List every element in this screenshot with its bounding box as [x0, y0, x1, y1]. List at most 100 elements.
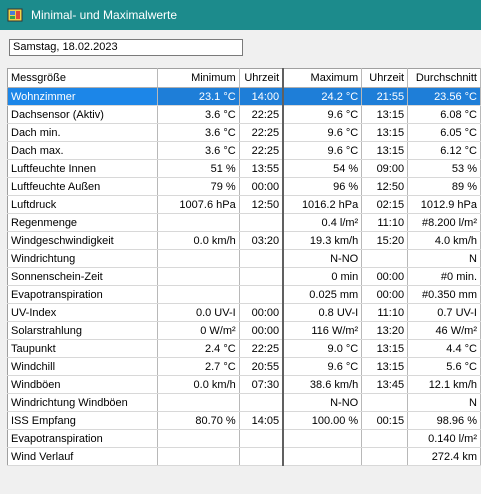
column-header-minimum[interactable]: Minimum: [157, 68, 240, 88]
date-field[interactable]: Samstag, 18.02.2023: [9, 39, 243, 56]
cell-durchschnitt: #0 min.: [407, 267, 481, 286]
table-row[interactable]: Solarstrahlung 0 W/m² 00:00 116 W/m² 13:20 46…: [7, 321, 481, 340]
cell-minimum: 0.0 UV-I: [157, 303, 240, 322]
column-header-uhrzeit-max[interactable]: Uhrzeit: [361, 68, 409, 88]
column-header-uhrzeit-min[interactable]: Uhrzeit: [239, 68, 284, 88]
cell-minimum: 0.0 km/h: [157, 375, 240, 394]
cell-messgroesse: ISS Empfang: [7, 411, 159, 430]
cell-maximum: [282, 429, 363, 448]
cell-maximum: 0.4 l/m²: [282, 213, 363, 232]
table-row[interactable]: Regenmenge 0.4 l/m² 11:10 #8.200 l/m²: [7, 213, 481, 232]
table-row[interactable]: Luftdruck 1007.6 hPa 12:50 1016.2 hPa 02:15 1…: [7, 195, 481, 214]
cell-durchschnitt: N: [407, 393, 481, 412]
table-row[interactable]: Sonnenschein-Zeit 0 min 00:00 #0 min.: [7, 267, 481, 286]
table-row[interactable]: Windrichtung N-NO N: [7, 249, 481, 268]
table-header-row: Messgröße Minimum Uhrzeit Maximum Uhrzei…: [7, 68, 481, 88]
table-row[interactable]: Dach max. 3.6 °C 22:25 9.6 °C 13:15 6.12 °C: [7, 141, 481, 160]
cell-durchschnitt: #0.350 mm: [407, 285, 481, 304]
minmax-table: Messgröße Minimum Uhrzeit Maximum Uhrzei…: [7, 68, 481, 466]
cell-uhrzeit-min: 22:25: [239, 339, 284, 358]
cell-maximum: 19.3 km/h: [282, 231, 363, 250]
cell-durchschnitt: 98.96 %: [407, 411, 481, 430]
table-row[interactable]: ISS Empfang 80.70 % 14:05 100.00 % 00:15 98.9…: [7, 411, 481, 430]
cell-maximum: 9.6 °C: [282, 123, 363, 142]
cell-uhrzeit-max: 02:15: [361, 195, 409, 214]
cell-minimum: 3.6 °C: [157, 105, 240, 124]
table-row[interactable]: UV-Index 0.0 UV-I 00:00 0.8 UV-I 11:10 0.7 UV…: [7, 303, 481, 322]
cell-uhrzeit-max: 09:00: [361, 159, 409, 178]
cell-maximum: 0 min: [282, 267, 363, 286]
column-header-durchschnitt[interactable]: Durchschnitt: [407, 68, 481, 88]
table-row[interactable]: Windchill 2.7 °C 20:55 9.6 °C 13:15 5.6 °C: [7, 357, 481, 376]
window-title: Minimal- und Maximalwerte: [31, 8, 178, 22]
cell-uhrzeit-min: [239, 429, 284, 448]
cell-durchschnitt: 23.56 °C: [407, 87, 481, 106]
cell-maximum: 1016.2 hPa: [282, 195, 363, 214]
cell-durchschnitt: 1012.9 hPa: [407, 195, 481, 214]
cell-durchschnitt: 0.7 UV-I: [407, 303, 481, 322]
cell-minimum: 1007.6 hPa: [157, 195, 240, 214]
cell-uhrzeit-min: 14:05: [239, 411, 284, 430]
cell-minimum: 51 %: [157, 159, 240, 178]
cell-uhrzeit-max: 11:10: [361, 303, 409, 322]
cell-uhrzeit-min: 22:25: [239, 141, 284, 160]
cell-uhrzeit-max: 15:20: [361, 231, 409, 250]
table-row[interactable]: Dachsensor (Aktiv) 3.6 °C 22:25 9.6 °C 13:15…: [7, 105, 481, 124]
cell-uhrzeit-min: 20:55: [239, 357, 284, 376]
table-row[interactable]: Wind Verlauf 272.4 km: [7, 447, 481, 466]
table-row[interactable]: Evapotranspiration 0.025 mm 00:00 #0.350 mm: [7, 285, 481, 304]
cell-uhrzeit-min: 00:00: [239, 177, 284, 196]
table-row[interactable]: Windrichtung Windböen N-NO N: [7, 393, 481, 412]
cell-messgroesse: Luftfeuchte Innen: [7, 159, 159, 178]
table-row[interactable]: Windböen 0.0 km/h 07:30 38.6 km/h 13:45 12.1 …: [7, 375, 481, 394]
cell-maximum: 96 %: [282, 177, 363, 196]
cell-uhrzeit-min: 03:20: [239, 231, 284, 250]
cell-durchschnitt: 46 W/m²: [407, 321, 481, 340]
cell-durchschnitt: 12.1 km/h: [407, 375, 481, 394]
weather-station-icon: [7, 8, 23, 22]
table-row[interactable]: Wohnzimmer 23.1 °C 14:00 24.2 °C 21:55 23.56 …: [7, 87, 481, 106]
table-row[interactable]: Windgeschwindigkeit 0.0 km/h 03:20 19.3 km/…: [7, 231, 481, 250]
column-header-messgroesse[interactable]: Messgröße: [7, 68, 159, 88]
cell-durchschnitt: 6.05 °C: [407, 123, 481, 142]
cell-messgroesse: Windgeschwindigkeit: [7, 231, 159, 250]
cell-messgroesse: Evapotranspiration: [7, 285, 159, 304]
cell-minimum: [157, 447, 240, 466]
cell-durchschnitt: 53 %: [407, 159, 481, 178]
table-row[interactable]: Luftfeuchte Innen 51 % 13:55 54 % 09:00 53 %: [7, 159, 481, 178]
table-row[interactable]: Taupunkt 2.4 °C 22:25 9.0 °C 13:15 4.4 °C: [7, 339, 481, 358]
cell-messgroesse: Dach max.: [7, 141, 159, 160]
cell-uhrzeit-min: 00:00: [239, 303, 284, 322]
cell-durchschnitt: 5.6 °C: [407, 357, 481, 376]
cell-uhrzeit-max: 00:00: [361, 267, 409, 286]
window-titlebar[interactable]: Minimal- und Maximalwerte: [0, 0, 481, 30]
cell-messgroesse: Windchill: [7, 357, 159, 376]
cell-uhrzeit-min: [239, 249, 284, 268]
cell-uhrzeit-max: 00:00: [361, 285, 409, 304]
cell-minimum: 23.1 °C: [157, 87, 240, 106]
cell-uhrzeit-max: 12:50: [361, 177, 409, 196]
cell-uhrzeit-max: 00:15: [361, 411, 409, 430]
cell-messgroesse: Wohnzimmer: [7, 87, 159, 106]
cell-durchschnitt: 4.4 °C: [407, 339, 481, 358]
column-header-maximum[interactable]: Maximum: [282, 68, 363, 88]
cell-uhrzeit-max: 13:15: [361, 357, 409, 376]
table-row[interactable]: Luftfeuchte Außen 79 % 00:00 96 % 12:50 89 %: [7, 177, 481, 196]
table-row[interactable]: Dach min. 3.6 °C 22:25 9.6 °C 13:15 6.05 °C: [7, 123, 481, 142]
cell-messgroesse: UV-Index: [7, 303, 159, 322]
cell-durchschnitt: #8.200 l/m²: [407, 213, 481, 232]
table-row[interactable]: Evapotranspiration 0.140 l/m²: [7, 429, 481, 448]
cell-messgroesse: Evapotranspiration: [7, 429, 159, 448]
cell-uhrzeit-max: 13:45: [361, 375, 409, 394]
cell-uhrzeit-min: [239, 285, 284, 304]
cell-uhrzeit-min: [239, 393, 284, 412]
cell-maximum: 9.0 °C: [282, 339, 363, 358]
cell-uhrzeit-min: 14:00: [239, 87, 284, 106]
cell-maximum: 100.00 %: [282, 411, 363, 430]
cell-durchschnitt: 89 %: [407, 177, 481, 196]
cell-uhrzeit-min: 00:00: [239, 321, 284, 340]
table-body: Wohnzimmer 23.1 °C 14:00 24.2 °C 21:55 23.56 …: [7, 87, 481, 466]
cell-uhrzeit-max: [361, 429, 409, 448]
cell-minimum: [157, 285, 240, 304]
cell-uhrzeit-min: 12:50: [239, 195, 284, 214]
